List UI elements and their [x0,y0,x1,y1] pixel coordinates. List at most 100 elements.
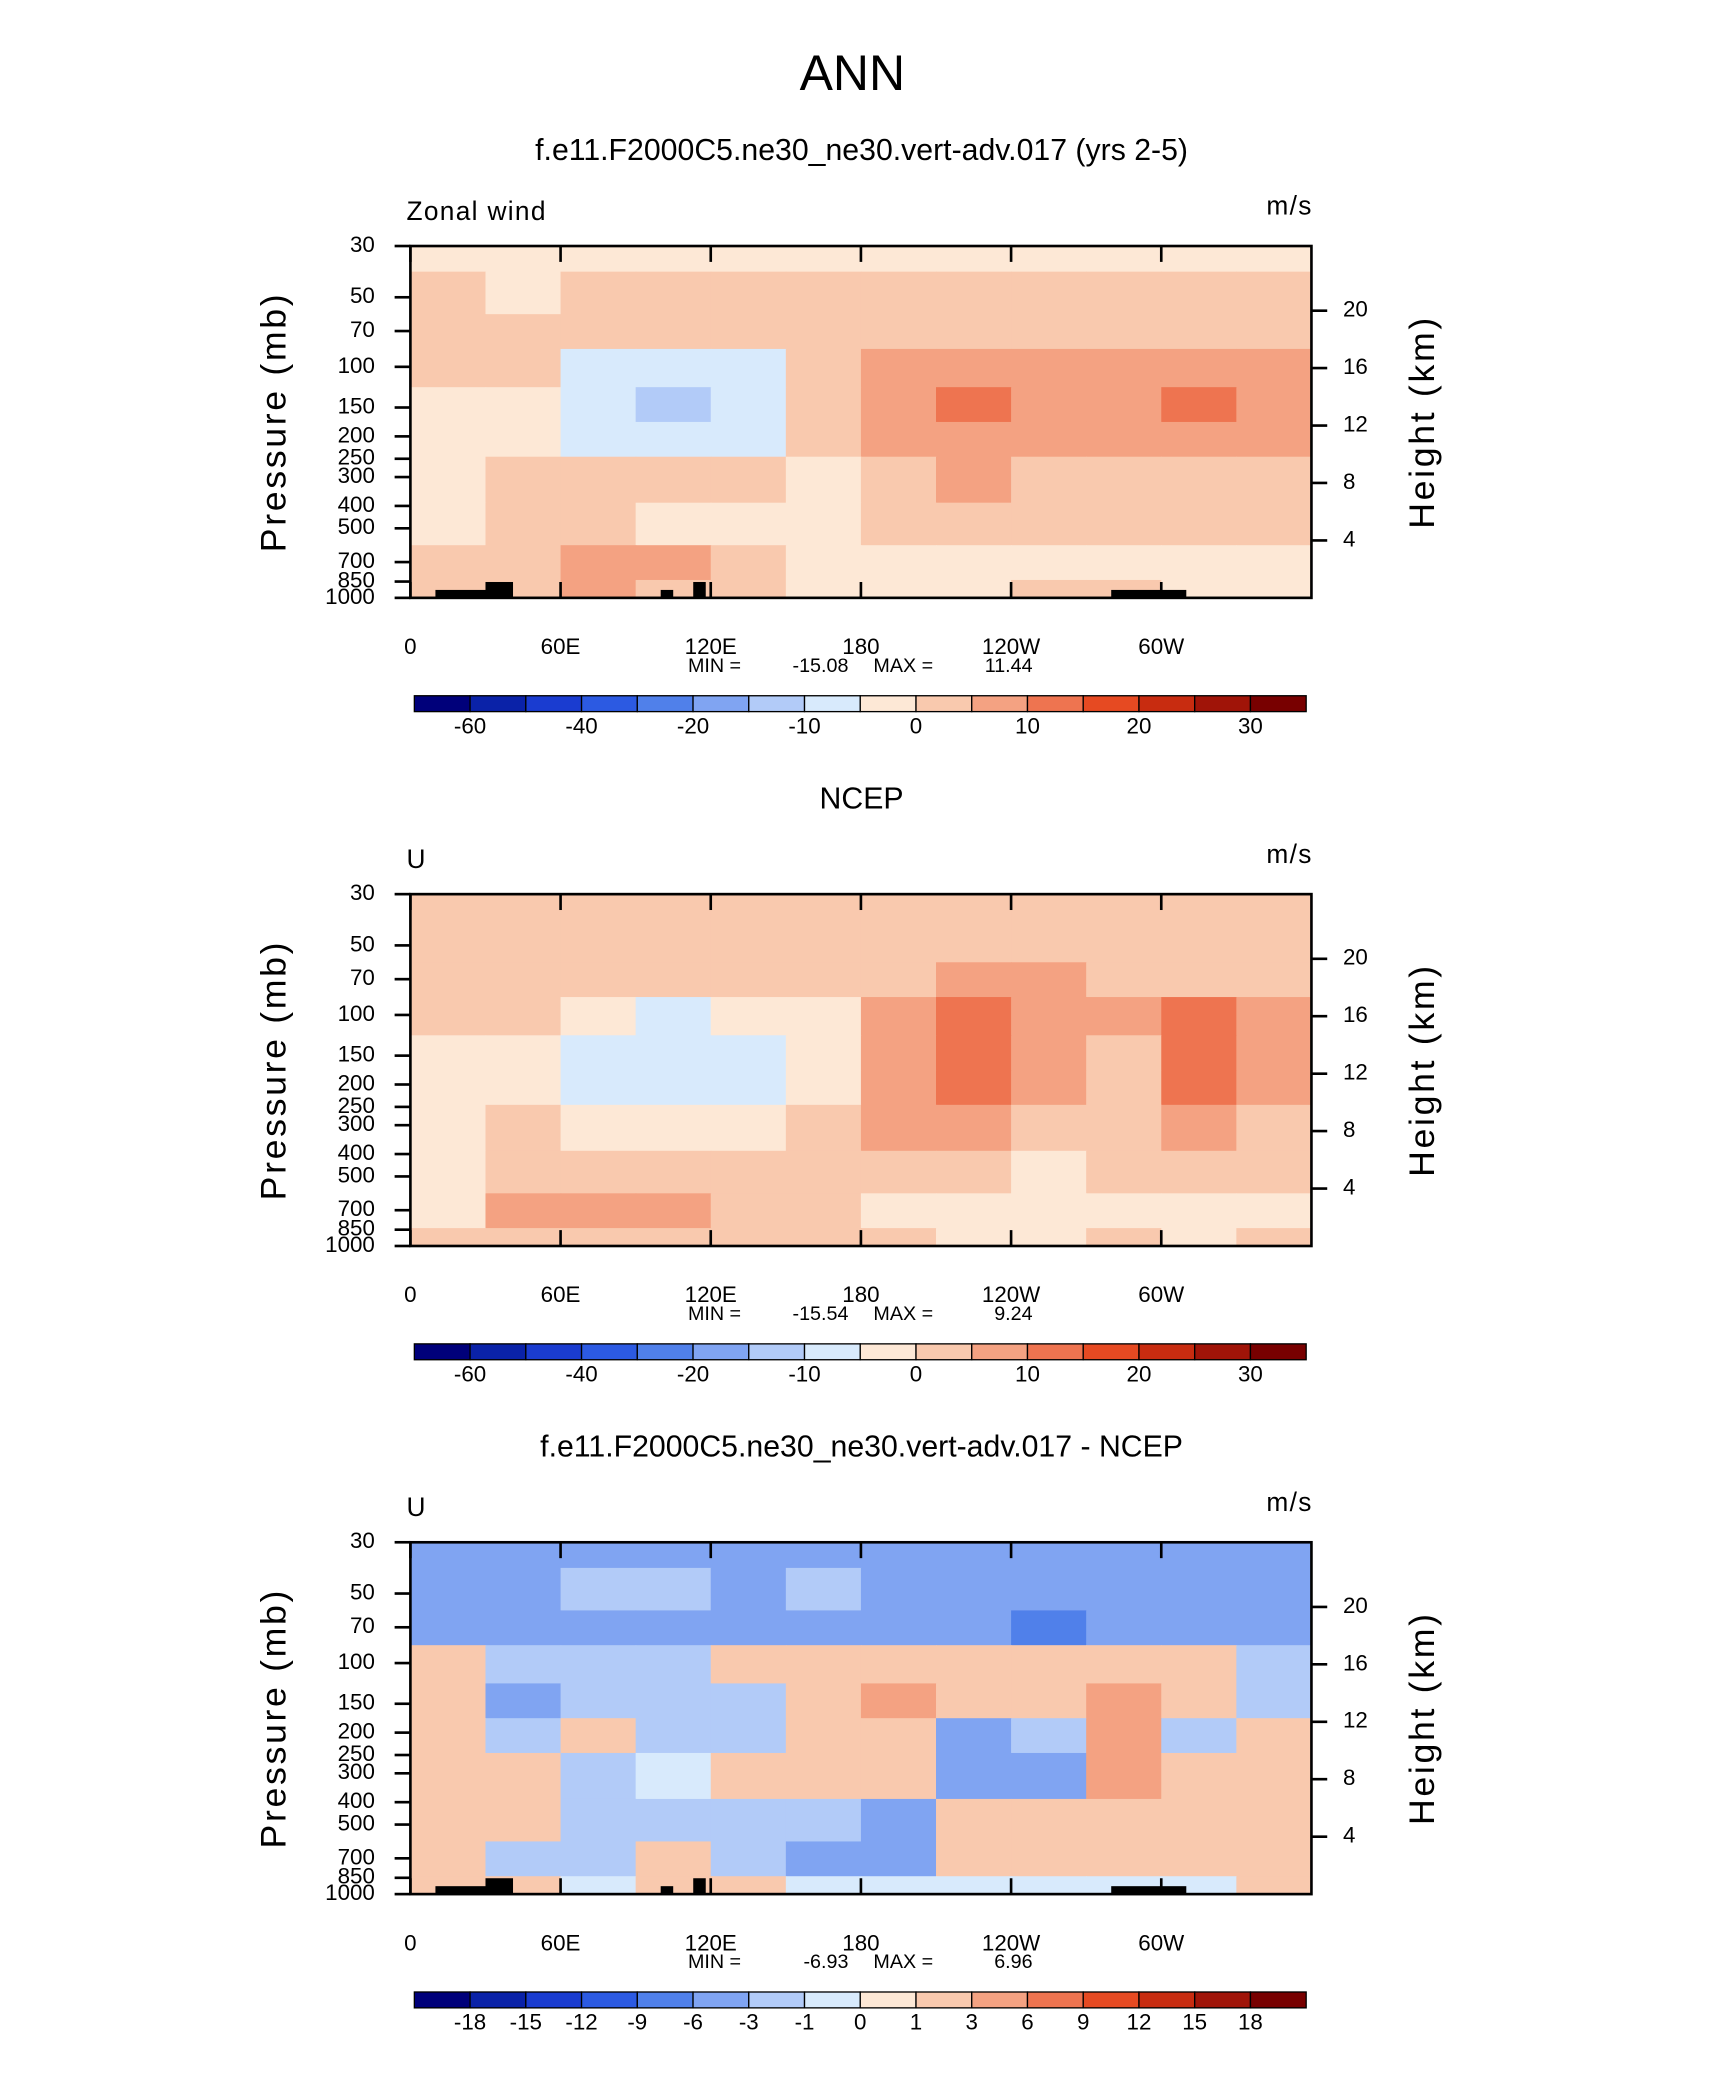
y2-tick-label: 20 [1343,945,1368,970]
contour-cell [936,421,1012,458]
contour-cell [860,919,937,963]
contour-cell [635,1645,712,1685]
contour-cell [1011,1228,1087,1247]
contour-cell [1236,1752,1313,1800]
contour-cell [860,1150,937,1194]
colorbar-box [748,1343,806,1361]
y-tick-label: 150 [338,393,375,418]
y-tick-label: 850 [338,1864,375,1889]
colorbar-tick-label: -20 [677,1361,709,1386]
colorbar-tick-label: 20 [1127,713,1152,738]
contour-cell [560,1035,637,1071]
contour-cell [1236,502,1313,546]
contour-cell [785,1876,862,1895]
contour-cell [410,1610,487,1646]
contour-cell [1011,456,1087,504]
contour-cell [1161,1752,1238,1800]
contour-cell [410,271,487,315]
contour-cell [1011,246,1087,273]
contour-cell [1161,1567,1238,1612]
x-tick-label: 120W [982,1282,1041,1307]
contour-cell [1011,1841,1087,1877]
contour-cell [936,246,1012,273]
colorbar-box [1249,1991,1307,2009]
contour-cell [1161,246,1238,273]
contour-cell [710,387,787,423]
contour-cell [485,1150,562,1194]
min-label: MIN = [688,1303,741,1325]
contour-cell [710,1610,787,1646]
contour-cell [860,894,937,921]
y2-tick-label: 20 [1343,1593,1368,1618]
contour-cell [485,271,562,315]
x-tick-label: 0 [404,1282,416,1307]
contour-cell [1086,545,1162,581]
contour-cell [860,348,937,388]
contour-cell [1086,271,1162,315]
contour-cell [410,545,487,581]
contour-cell [1161,1150,1238,1194]
y-tick-label: 100 [338,353,375,378]
panel-title: NCEP [820,782,904,815]
contour-cell [860,1567,937,1612]
contour-cell [1161,1542,1238,1569]
contour-cell [485,997,562,1036]
contour-cell [1011,545,1087,581]
y2-tick-label: 16 [1343,354,1368,379]
contour-cell [860,1841,937,1877]
field-label: Zonal wind [406,196,546,226]
panel-title: f.e11.F2000C5.ne30_ne30.vert-adv.017 - N… [540,1430,1183,1463]
y-tick-label: 700 [338,1844,375,1869]
contour-cell [710,1104,787,1152]
colorbar-box [915,695,973,713]
contour-cell [410,246,487,273]
contour-cell [1086,1567,1162,1612]
field-label: U [406,1492,426,1522]
contour-cell [485,1228,562,1247]
x-tick-label: 60E [541,1282,581,1307]
x-tick-label: 180 [842,634,879,659]
contour-cell [785,1567,862,1612]
contour-cell [485,1567,562,1612]
contour-cell [1086,456,1162,504]
contour-cell [1086,1150,1162,1194]
contour-cell [560,545,637,581]
contour-cell [635,1228,712,1247]
contour-cell [785,545,862,581]
contour-cell [710,579,787,599]
contour-cell [1086,894,1162,921]
colorbar-tick-label: -10 [788,713,820,738]
contour-cell [1236,387,1313,423]
contour-cell [1236,1798,1313,1843]
colorbar-tick-label: 9 [1077,2010,1089,2035]
contour-cell [710,919,787,963]
contour-cell [710,1841,787,1877]
contour-cell [1086,1645,1162,1685]
contour-cell [1236,1104,1313,1152]
contour-cell [936,314,1012,350]
colorbar-tick-label: 30 [1238,1361,1263,1386]
min-label: MIN = [688,1951,741,1973]
y-tick-label: 500 [338,1810,375,1835]
y-axis-title: Pressure (mb) [254,292,294,553]
y-tick-label: 250 [338,1741,375,1766]
contour-cell [1236,1193,1313,1229]
y-tick-label: 50 [350,283,375,308]
contour-cell [710,1718,787,1754]
colorbar-box [1138,1991,1196,2009]
y2-axis-title: Height (km) [1402,1611,1442,1825]
contour-cell [1236,1035,1313,1071]
contour-cell [410,502,487,546]
contour-cell [710,421,787,458]
colorbar-box [636,695,694,713]
colorbar-box [803,1991,861,2009]
contour-cell [635,387,712,423]
y-tick-label: 850 [338,1216,375,1241]
contour-cell [635,894,712,921]
contour-cell [1236,246,1313,273]
contour-cell [560,271,637,315]
contour-cell [410,1645,487,1685]
contour-cell [1086,1718,1162,1754]
contour-cell [710,1193,787,1229]
colorbar-tick-label: 0 [854,2010,866,2035]
